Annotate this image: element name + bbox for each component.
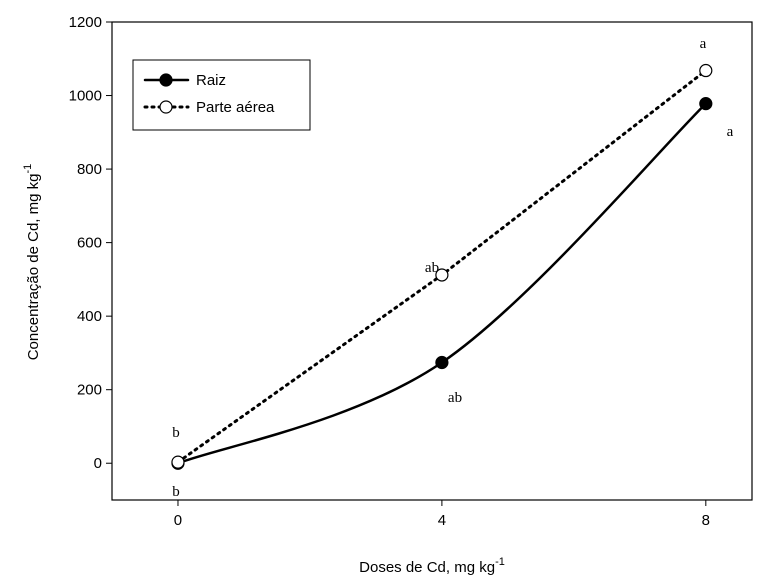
- x-axis-label: Doses de Cd, mg kg-1: [359, 556, 505, 576]
- annotation: b: [172, 484, 180, 500]
- y-tick-label: 1000: [69, 88, 102, 105]
- x-label-sup: -1: [495, 556, 505, 568]
- legend-label: Parte aérea: [196, 99, 275, 116]
- y-tick-label: 200: [77, 382, 102, 399]
- y-axis-label: Concentração de Cd, mg kg-1: [22, 164, 42, 361]
- data-point: [699, 97, 713, 111]
- plot-frame: [111, 21, 753, 501]
- legend-marker: [159, 100, 173, 114]
- x-tick-label: 4: [438, 512, 446, 529]
- y-tick-label: 400: [77, 308, 102, 325]
- y-label-text: Concentração de Cd, mg kg: [25, 174, 42, 361]
- data-point: [435, 268, 449, 282]
- y-tick-label: 0: [94, 455, 102, 472]
- x-tick-label: 0: [174, 512, 182, 529]
- data-point: [699, 63, 713, 78]
- series-line: [176, 102, 708, 465]
- x-tick-label: 8: [702, 512, 710, 529]
- y-label-sup: -1: [22, 164, 34, 174]
- y-tick-label: 800: [77, 161, 102, 178]
- y-tick-label: 600: [77, 235, 102, 252]
- annotation: ab: [425, 260, 439, 276]
- y-tick-label: 1200: [69, 14, 102, 31]
- legend-label: Raiz: [196, 72, 226, 89]
- annotation: ab: [448, 390, 462, 406]
- x-label-text: Doses de Cd, mg kg: [359, 559, 495, 576]
- annotation: b: [172, 425, 180, 441]
- data-point: [171, 455, 185, 469]
- data-point: [435, 355, 449, 370]
- annotation: a: [700, 36, 707, 52]
- annotation: a: [727, 124, 734, 140]
- legend-box: [132, 59, 311, 131]
- legend-marker: [159, 73, 173, 87]
